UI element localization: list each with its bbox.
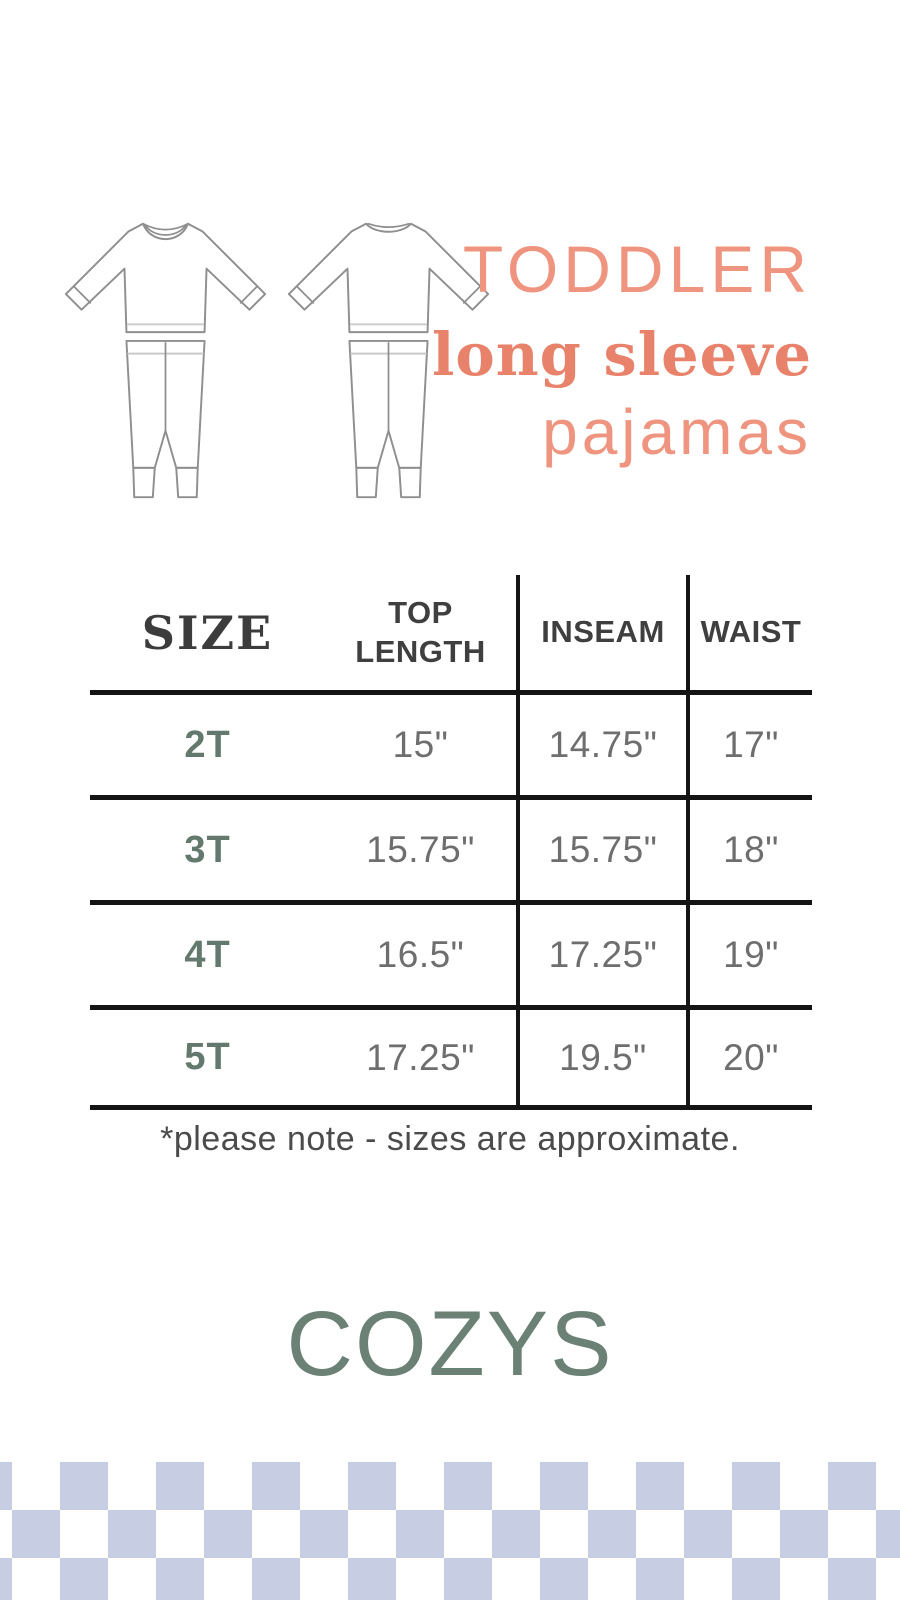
pajama-back-illustration	[287, 222, 490, 499]
value-cell: 15"	[325, 690, 516, 795]
header-top-length: TOP LENGTH	[355, 594, 486, 669]
brand-name: COZYS	[286, 1293, 614, 1395]
value-cell: 18"	[686, 795, 812, 900]
value-cell: 20"	[686, 1005, 812, 1110]
size-cell: 5T	[90, 1005, 325, 1110]
title-block: TODDLER long sleeve pajamas	[432, 236, 812, 464]
size-cell: 3T	[90, 795, 325, 900]
size-cell: 4T	[90, 900, 325, 1005]
size-chart-table: SIZE TOP LENGTH INSEAM WAIST 2T 15" 14.7…	[90, 575, 812, 1110]
title-pajamas: pajamas	[542, 396, 812, 468]
value-cell: 17.25"	[516, 900, 686, 1005]
size-cell: 2T	[90, 690, 325, 795]
sizes-approximate-note: *please note - sizes are approximate.	[160, 1120, 740, 1158]
value-cell: 16.5"	[325, 900, 516, 1005]
title-long-sleeve: long sleeve	[432, 320, 812, 389]
header-inseam: INSEAM	[516, 575, 686, 690]
value-cell: 19"	[686, 900, 812, 1005]
value-cell: 19.5"	[516, 1005, 686, 1110]
checkerboard-footer	[0, 1462, 900, 1600]
header-size: SIZE	[141, 605, 274, 660]
title-toddler: TODDLER	[462, 232, 812, 306]
value-cell: 15.75"	[516, 795, 686, 900]
value-cell: 15.75"	[325, 795, 516, 900]
value-cell: 17.25"	[325, 1005, 516, 1110]
pajama-front-illustration	[64, 222, 267, 499]
value-cell: 17"	[686, 690, 812, 795]
value-cell: 14.75"	[516, 690, 686, 795]
header-waist: WAIST	[686, 575, 812, 690]
